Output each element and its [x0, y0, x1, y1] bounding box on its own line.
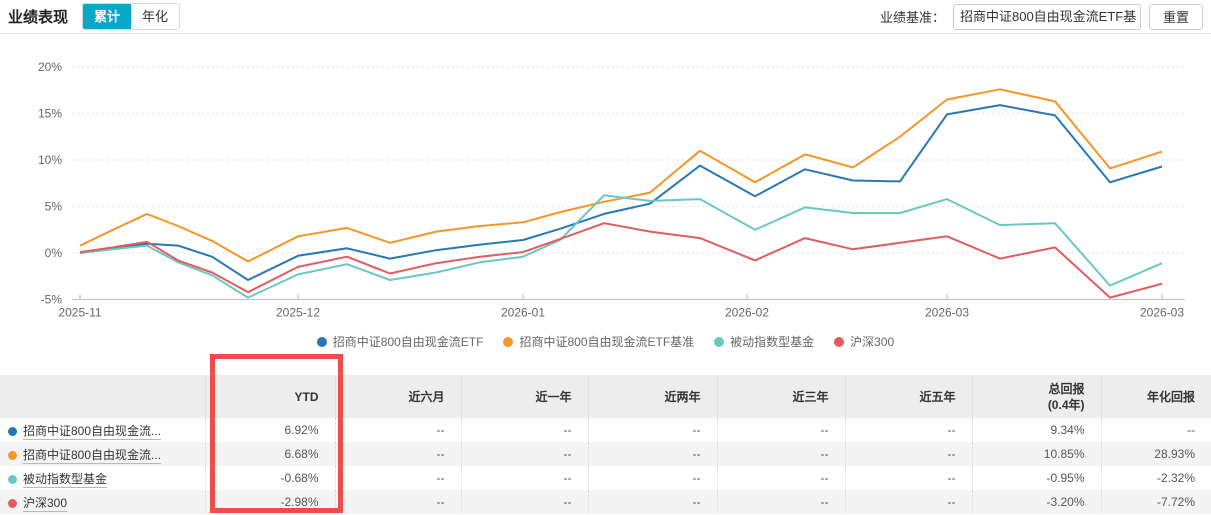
x-axis-tick-label: 2026-03	[1140, 306, 1184, 320]
value-cell: --	[460, 418, 588, 442]
value-cell: -0.95%	[971, 466, 1101, 490]
series-dot-icon	[8, 498, 17, 508]
value-cell: --	[844, 490, 972, 514]
benchmark-controls: 业绩基准： 招商中证800自由现金流ETF基 重置	[879, 3, 1203, 30]
legend-dot-icon	[503, 336, 514, 347]
y-axis-tick-label: 5%	[45, 200, 63, 214]
table-header-name	[0, 375, 205, 418]
legend-item[interactable]: 招商中证800自由现金流ETF基准	[503, 333, 694, 350]
legend-dot-icon	[714, 336, 725, 347]
value-cell: --	[844, 418, 972, 442]
page-title: 业绩表现	[8, 9, 69, 26]
value-cell: 6.68%	[204, 442, 335, 466]
value-cell: --	[334, 418, 461, 442]
value-cell: -3.20%	[971, 490, 1101, 514]
value-cell: -7.72%	[1100, 490, 1211, 514]
legend-label: 沪深300	[850, 335, 895, 349]
table-row: 招商中证800自由现金流... 6.68% -- -- -- -- -- 10.85% 28.9…	[0, 442, 1211, 466]
value-cell: -2.98%	[204, 490, 335, 514]
x-axis-tick-label: 2025-11	[58, 306, 101, 320]
series-dot-icon	[8, 474, 17, 484]
fund-name-cell: 招商中证800自由现金流...	[0, 442, 205, 466]
fund-name[interactable]: 招商中证800自由现金流...	[23, 423, 162, 440]
y-axis-tick-label: 15%	[38, 107, 62, 121]
table-row: 沪深300 -2.98% -- -- -- -- -- -3.20% -7.72%	[0, 490, 1211, 514]
fund-name[interactable]: 招商中证800自由现金流...	[23, 447, 162, 464]
x-axis-tick-label: 2026-03	[925, 306, 969, 320]
y-axis-tick-label: 10%	[38, 153, 62, 167]
value-cell: --	[844, 466, 972, 490]
value-cell: --	[334, 442, 461, 466]
y-axis-tick-label: 20%	[38, 60, 62, 74]
value-cell: 28.93%	[1100, 442, 1211, 466]
series-dot-icon	[8, 450, 17, 460]
performance-table: YTD 近六月 近一年 近两年 近三年 近五年 总回报 (0.4年) 年化回报 招商中证800自…	[0, 375, 1211, 514]
value-cell: --	[1100, 418, 1211, 442]
series-line	[79, 88, 1163, 263]
fund-name-cell: 被动指数型基金	[0, 466, 205, 490]
legend-dot-icon	[316, 336, 327, 347]
table-row: 被动指数型基金 -0.68% -- -- -- -- -- -0.95% -2.32%	[0, 466, 1211, 490]
value-cell: --	[844, 442, 972, 466]
value-cell: -2.32%	[1100, 466, 1211, 490]
chart-legend: 招商中证800自由现金流ETF 招商中证800自由现金流ETF基准 被动指数型基金 沪…	[0, 333, 1211, 350]
x-axis-tick-label: 2026-01	[501, 306, 545, 320]
table-header-cell: 总回报 (0.4年)	[971, 375, 1101, 418]
value-cell: --	[716, 418, 845, 442]
value-cell: --	[334, 490, 461, 514]
fund-name[interactable]: 沪深300	[23, 495, 68, 512]
x-axis-tick-label: 2025-12	[276, 306, 320, 320]
y-axis-tick-label: 0%	[45, 246, 63, 260]
value-cell: --	[587, 466, 717, 490]
value-cell: 10.85%	[971, 442, 1101, 466]
table-header-cell: 近一年	[460, 375, 588, 418]
legend-dot-icon	[834, 336, 845, 347]
reset-button[interactable]: 重置	[1148, 3, 1203, 30]
fund-name[interactable]: 被动指数型基金	[23, 471, 108, 488]
value-cell: --	[460, 490, 588, 514]
value-cell: 6.92%	[204, 418, 335, 442]
fund-name-cell: 招商中证800自由现金流...	[0, 418, 205, 442]
legend-label: 招商中证800自由现金流ETF基准	[519, 335, 695, 349]
table-header-cell: 近两年	[587, 375, 717, 418]
table-header-cell: YTD	[204, 375, 335, 418]
x-axis-tick-label: 2026-02	[725, 306, 769, 320]
value-cell: --	[587, 490, 717, 514]
value-cell: --	[716, 466, 845, 490]
value-cell: --	[716, 490, 845, 514]
table-header-cell: 近五年	[844, 375, 972, 418]
series-dot-icon	[8, 426, 17, 436]
series-line	[79, 104, 1163, 281]
legend-label: 招商中证800自由现金流ETF	[332, 335, 484, 349]
benchmark-select[interactable]: 招商中证800自由现金流ETF基	[952, 3, 1141, 30]
table-row: 招商中证800自由现金流... 6.92% -- -- -- -- -- 9.34% --	[0, 418, 1211, 442]
table-header-row: YTD 近六月 近一年 近两年 近三年 近五年 总回报 (0.4年) 年化回报	[0, 375, 1211, 418]
legend-item[interactable]: 沪深300	[834, 333, 894, 350]
value-cell: --	[460, 466, 588, 490]
y-axis-tick-label: -5%	[41, 293, 63, 307]
legend-item[interactable]: 被动指数型基金	[714, 333, 814, 350]
tab-annualized[interactable]: 年化	[131, 4, 180, 29]
table-header-cell: 近三年	[716, 375, 845, 418]
value-cell: -0.68%	[204, 466, 335, 490]
value-cell: --	[587, 442, 717, 466]
legend-item[interactable]: 招商中证800自由现金流ETF	[316, 333, 484, 350]
value-cell: --	[334, 466, 461, 490]
performance-chart: 20% 15% 10% 5% 0% -5%2025-11 2025-12 2026-01 202…	[38, 60, 1185, 320]
period-tab-group: 累计 年化	[82, 3, 181, 30]
value-cell: --	[716, 442, 845, 466]
value-cell: 9.34%	[971, 418, 1101, 442]
tab-cumulative[interactable]: 累计	[83, 4, 132, 29]
value-cell: --	[460, 442, 588, 466]
value-cell: --	[587, 418, 717, 442]
table-header-cell: 近六月	[334, 375, 461, 418]
toolbar: 业绩表现 累计 年化 业绩基准： 招商中证800自由现金流ETF基 重置	[0, 0, 1211, 34]
benchmark-label: 业绩基准：	[879, 10, 945, 25]
legend-label: 被动指数型基金	[730, 335, 815, 349]
fund-name-cell: 沪深300	[0, 490, 205, 514]
series-line	[79, 222, 1163, 299]
table-header-cell: 年化回报	[1100, 375, 1211, 418]
